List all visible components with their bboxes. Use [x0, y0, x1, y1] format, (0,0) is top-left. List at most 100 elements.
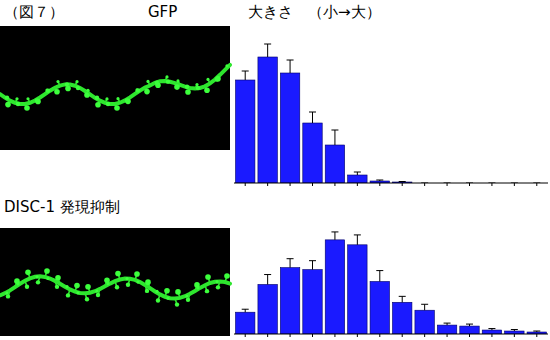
x-tick — [536, 183, 537, 186]
bar — [280, 73, 299, 183]
error-cap — [376, 270, 383, 271]
error-bar — [264, 44, 271, 57]
error-bar — [242, 309, 249, 312]
spine-head — [185, 85, 189, 89]
spine-head — [75, 80, 78, 83]
spine-head — [174, 84, 180, 90]
bar — [437, 325, 456, 334]
spine-head — [114, 105, 120, 111]
spine-head — [106, 282, 109, 285]
x-tick — [357, 334, 358, 337]
error-line — [379, 271, 380, 282]
error-bar — [376, 180, 383, 181]
bar — [348, 175, 367, 183]
x-tick — [491, 183, 492, 186]
x-tick — [267, 334, 268, 337]
bar — [280, 268, 299, 334]
spine-head — [224, 273, 230, 279]
spine-head — [106, 102, 110, 106]
spine-head — [55, 285, 59, 289]
panel: GFP — [0, 3, 548, 186]
panel-title: GFP — [148, 3, 177, 21]
dendrite — [0, 276, 230, 298]
x-tick — [312, 334, 313, 337]
x-tick — [357, 183, 358, 186]
spine-head — [54, 89, 60, 95]
spine-head — [206, 78, 209, 81]
spine-head — [74, 283, 80, 289]
x-axis — [234, 334, 548, 335]
spine-head — [175, 302, 179, 306]
error-bar — [309, 261, 316, 270]
bar — [303, 123, 322, 183]
error-line — [402, 296, 403, 302]
x-tick — [514, 334, 515, 337]
spine-head — [55, 275, 61, 281]
spine-head — [5, 95, 9, 99]
x-axis — [234, 183, 548, 184]
spine-head — [115, 271, 121, 277]
x-tick — [245, 334, 246, 337]
spine-head — [185, 89, 191, 95]
spine-head — [165, 75, 168, 78]
error-cap — [264, 44, 271, 45]
spine-head — [136, 88, 140, 92]
error-line — [245, 71, 246, 80]
spine-head — [145, 279, 151, 285]
spine-head — [166, 297, 169, 300]
error-cap — [511, 329, 518, 330]
spine-head — [86, 89, 89, 92]
error-cap — [242, 71, 249, 72]
error-cap — [488, 328, 495, 329]
spine-head — [175, 289, 181, 295]
spine-head — [36, 280, 40, 284]
spine-head — [65, 285, 68, 288]
bar — [258, 284, 277, 334]
spine-head — [35, 275, 38, 278]
error-cap — [466, 324, 473, 325]
x-tick — [447, 183, 448, 186]
error-line — [357, 235, 358, 245]
error-cap — [309, 260, 316, 261]
spine-head — [196, 286, 199, 289]
error-line — [290, 259, 291, 268]
spine-head — [225, 64, 228, 67]
spine-head — [155, 290, 158, 293]
error-cap — [287, 60, 294, 61]
error-cap — [331, 130, 338, 131]
error-cap — [264, 274, 271, 275]
bar — [325, 240, 344, 334]
bar — [348, 245, 367, 334]
x-tick — [290, 334, 291, 337]
error-bar — [376, 271, 383, 282]
spine-head — [126, 283, 130, 287]
spine-head — [186, 298, 190, 302]
spine-head — [134, 271, 140, 277]
spine-head — [166, 79, 170, 83]
error-cap — [354, 234, 361, 235]
figure-label: （図７） — [4, 3, 64, 21]
x-tick — [379, 334, 380, 337]
spine-head — [46, 89, 50, 93]
x-tick — [334, 334, 335, 337]
x-tick — [245, 183, 246, 186]
micrograph — [0, 228, 230, 336]
spine-head — [125, 277, 128, 280]
error-bar — [287, 259, 294, 268]
bar — [460, 326, 479, 334]
x-tick — [267, 183, 268, 186]
spine-head — [35, 99, 41, 105]
error-bar — [242, 71, 249, 80]
bar — [393, 302, 412, 334]
panel-title: DISC-1 発現抑制 — [4, 198, 120, 216]
x-tick — [447, 334, 448, 337]
x-tick — [536, 334, 537, 337]
error-bar — [354, 172, 361, 175]
error-bar — [331, 232, 338, 240]
spine-head — [24, 105, 30, 111]
error-bar — [264, 275, 271, 285]
bar — [303, 270, 322, 334]
spine-head — [116, 97, 119, 100]
x-tick — [312, 183, 313, 186]
spine-head — [204, 87, 210, 93]
